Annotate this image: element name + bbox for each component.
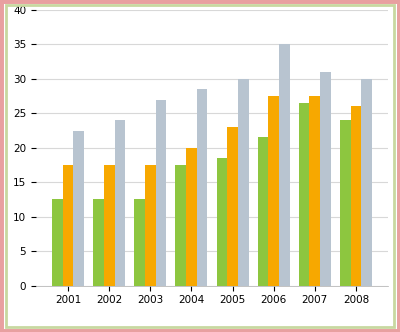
- Bar: [175, 165, 186, 286]
- Bar: [310, 96, 320, 286]
- Bar: [63, 165, 73, 286]
- Bar: [340, 120, 351, 286]
- Bar: [93, 200, 104, 286]
- Bar: [238, 79, 249, 286]
- Bar: [73, 130, 84, 286]
- Bar: [104, 165, 114, 286]
- Bar: [268, 96, 279, 286]
- Bar: [145, 165, 156, 286]
- Legend: CHILDREN, MEN, WOMEN: CHILDREN, MEN, WOMEN: [128, 326, 296, 332]
- Bar: [52, 200, 63, 286]
- Bar: [186, 148, 197, 286]
- Bar: [320, 72, 331, 286]
- Bar: [299, 103, 310, 286]
- Bar: [156, 100, 166, 286]
- Bar: [351, 106, 361, 286]
- Bar: [361, 79, 372, 286]
- Bar: [114, 120, 125, 286]
- Bar: [227, 127, 238, 286]
- Bar: [216, 158, 227, 286]
- Bar: [279, 44, 290, 286]
- Bar: [258, 137, 268, 286]
- Bar: [197, 89, 208, 286]
- Bar: [134, 200, 145, 286]
